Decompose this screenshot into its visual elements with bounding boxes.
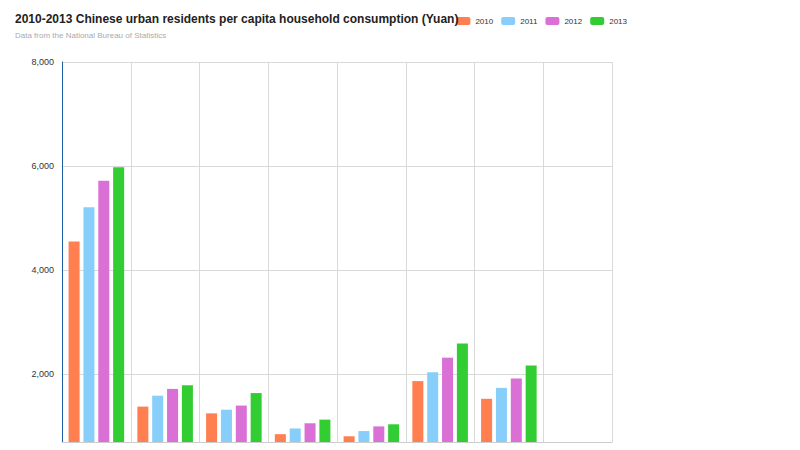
- svg-text:2010-2013 Chinese urban reside: 2010-2013 Chinese urban residents per ca…: [15, 12, 458, 26]
- svg-text:2013: 2013: [609, 17, 627, 26]
- svg-text:2012: 2012: [564, 17, 582, 26]
- svg-text:8,000: 8,000: [31, 57, 54, 67]
- svg-text:2010: 2010: [475, 17, 493, 26]
- svg-text:Data from the National Bureau: Data from the National Bureau of Statist…: [15, 31, 166, 40]
- svg-text:2,000: 2,000: [31, 369, 54, 379]
- svg-text:2011: 2011: [520, 17, 538, 26]
- svg-text:4,000: 4,000: [31, 265, 54, 275]
- svg-text:6,000: 6,000: [31, 161, 54, 171]
